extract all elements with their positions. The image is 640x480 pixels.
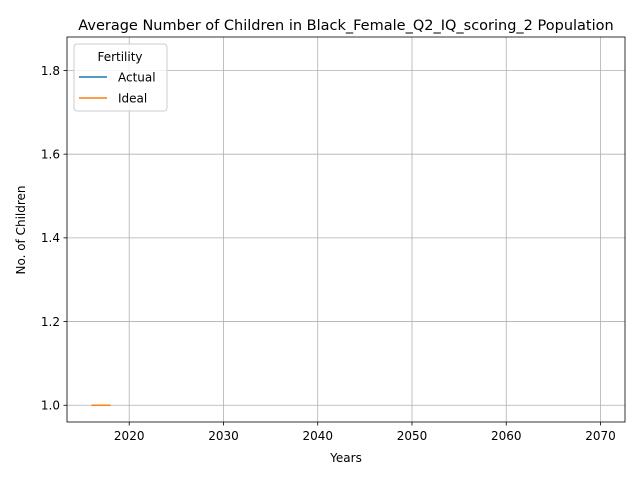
x-tick-label: 2050 bbox=[397, 429, 428, 443]
legend-title: Fertility bbox=[97, 50, 142, 64]
legend-box bbox=[73, 43, 168, 112]
y-axis: 1.0 1.2 1.4 1.6 1.8 bbox=[41, 64, 67, 413]
x-axis-label: Years bbox=[329, 451, 362, 465]
x-tick-label: 2060 bbox=[491, 429, 522, 443]
plot-frame bbox=[66, 36, 626, 423]
x-tick-label: 2040 bbox=[302, 429, 333, 443]
x-axis: 2020 2030 2040 2050 2060 2070 bbox=[114, 422, 616, 443]
x-tick-label: 2070 bbox=[585, 429, 616, 443]
x-tick-label: 2020 bbox=[114, 429, 145, 443]
y-axis-label: No. of Children bbox=[14, 185, 28, 274]
legend-entries: Actual Ideal bbox=[79, 70, 156, 105]
y-tick-label: 1.6 bbox=[41, 147, 60, 161]
chart-title: Average Number of Children in Black_Fema… bbox=[78, 18, 613, 34]
grid bbox=[67, 37, 625, 422]
legend: Fertility Actual Ideal bbox=[73, 43, 168, 112]
x-tick-label: 2030 bbox=[208, 429, 239, 443]
y-tick-label: 1.4 bbox=[41, 231, 60, 245]
legend-label-ideal: Ideal bbox=[118, 91, 147, 105]
y-tick-label: 1.2 bbox=[41, 315, 60, 329]
y-tick-label: 1.0 bbox=[41, 399, 60, 413]
y-tick-label: 1.8 bbox=[41, 64, 60, 78]
legend-label-actual: Actual bbox=[118, 70, 156, 84]
